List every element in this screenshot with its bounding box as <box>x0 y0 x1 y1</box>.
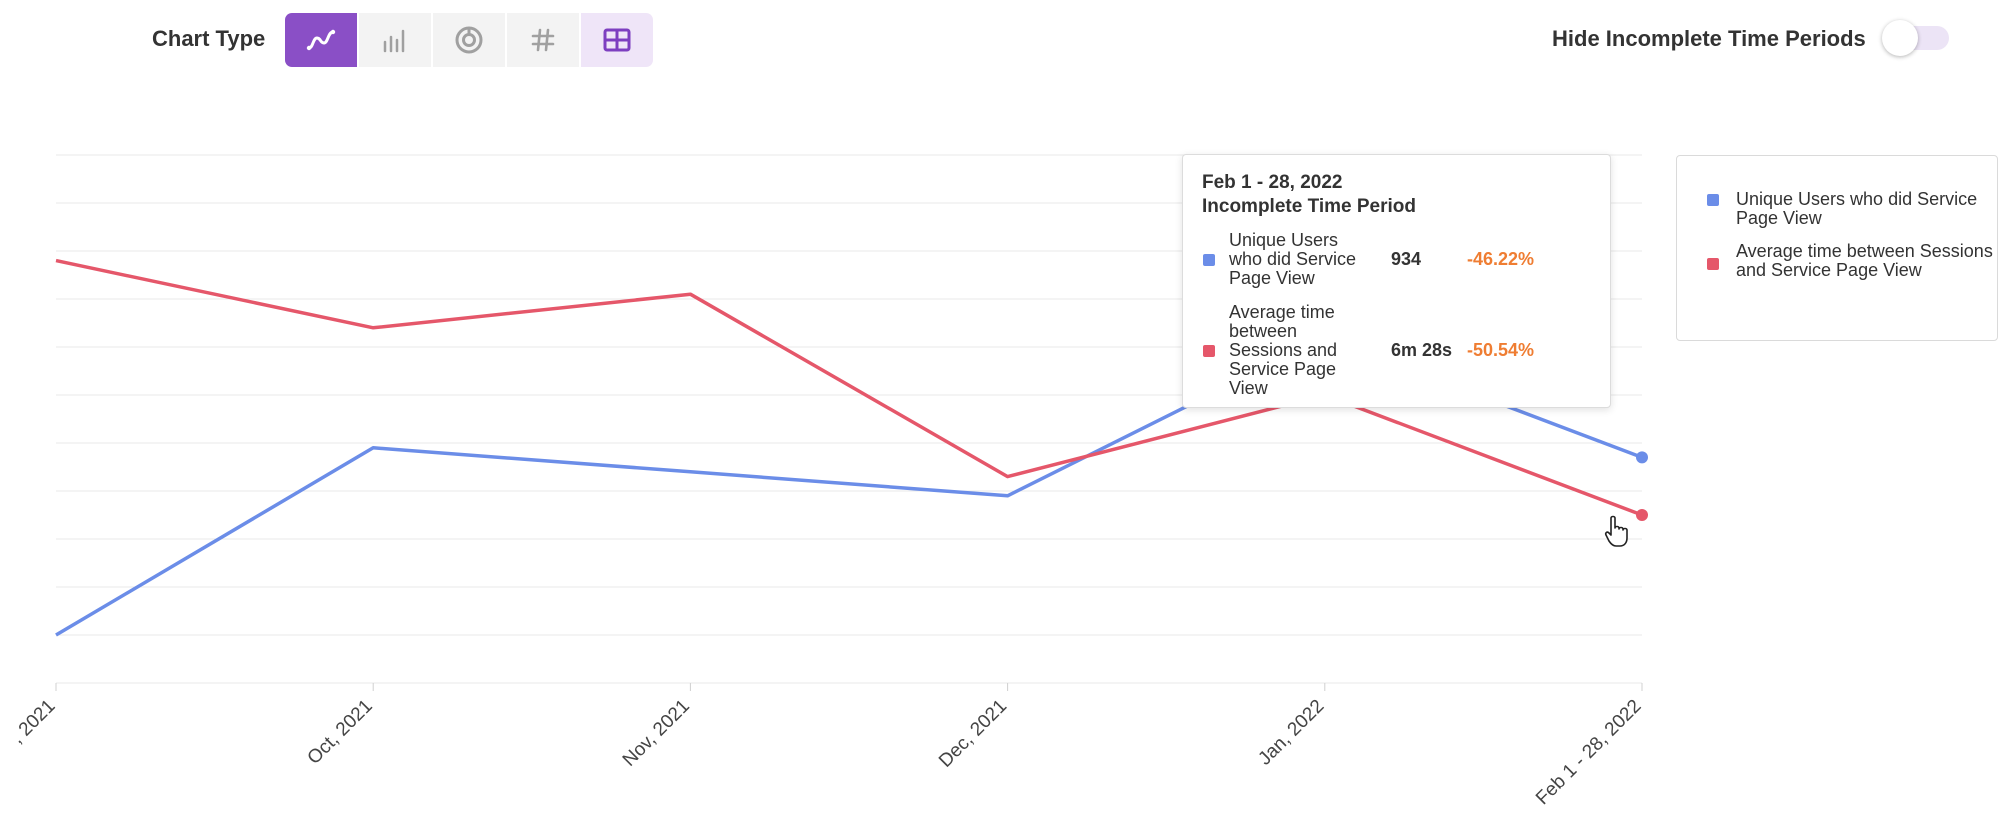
x-tick-label: Oct, 2021 <box>304 696 377 769</box>
tooltip-change: -50.54% <box>1467 340 1535 360</box>
series-color-swatch <box>1203 253 1215 266</box>
chart-type-selector <box>285 13 653 67</box>
series-point[interactable] <box>1636 451 1648 464</box>
legend-item[interactable]: Unique Users who did Service Page View <box>1707 190 1996 228</box>
x-axis-ticks: , 2021 Oct, 2021 Nov, 2021 Dec, 2021 Jan, 20… <box>7 683 1646 809</box>
chart-type-metric-button[interactable] <box>507 13 579 67</box>
pie-chart-icon <box>455 26 483 54</box>
tooltip-series-name: Average time between Sessions and Servic… <box>1229 302 1338 398</box>
x-tick-label: Feb 1 - 28, 2022 <box>1532 696 1645 809</box>
tooltip-row: Average time between Sessions and Servic… <box>1203 303 1534 398</box>
x-tick-label: Dec, 2021 <box>935 696 1011 772</box>
legend-item[interactable]: Average time between Sessions and Servic… <box>1707 242 1996 280</box>
chart-type-table-button[interactable] <box>581 13 653 67</box>
chart-type-bar-button[interactable] <box>359 13 431 67</box>
series-color-swatch <box>1707 194 1719 206</box>
series-color-swatch <box>1203 344 1215 357</box>
tooltip-title: Feb 1 - 28, 2022 <box>1202 172 1343 193</box>
toggle-knob[interactable] <box>1882 20 1918 56</box>
series-line <box>55 258 1643 517</box>
chart-legend: Unique Users who did Service Page View A… <box>1676 155 1998 341</box>
legend-label: Average time between Sessions and Servic… <box>1736 241 1993 280</box>
series-point[interactable] <box>1636 509 1648 521</box>
line-chart-icon <box>306 29 336 51</box>
hide-incomplete-label: Hide Incomplete Time Periods <box>1552 26 1866 51</box>
hide-incomplete-toggle[interactable] <box>1882 20 1949 56</box>
tooltip-value: 934 <box>1391 249 1422 269</box>
series-color-swatch <box>1707 258 1719 270</box>
legend-label: Unique Users who did Service Page View <box>1736 189 1978 228</box>
tooltip-subtitle: Incomplete Time Period <box>1202 196 1416 217</box>
tooltip-change: -46.22% <box>1467 249 1535 269</box>
tooltip-series-name: Unique Users who did Service Page View <box>1229 230 1357 288</box>
chart-type-label: Chart Type <box>152 26 266 51</box>
tooltip-value: 6m 28s <box>1391 340 1453 360</box>
data-tooltip: Feb 1 - 28, 2022 Incomplete Time Period … <box>1182 154 1611 408</box>
bar-chart-icon <box>383 29 405 53</box>
chart-type-line-button[interactable] <box>285 13 357 67</box>
x-tick-label: Jan, 2022 <box>1254 696 1328 770</box>
table-icon <box>603 28 631 52</box>
chart-type-pie-button[interactable] <box>433 13 505 67</box>
tooltip-row: Unique Users who did Service Page View 9… <box>1203 231 1534 288</box>
hand-cursor-icon <box>1604 515 1628 547</box>
x-tick-label: Nov, 2021 <box>619 696 694 771</box>
x-tick-label: , 2021 <box>7 696 59 748</box>
metric-number-icon <box>531 28 555 52</box>
